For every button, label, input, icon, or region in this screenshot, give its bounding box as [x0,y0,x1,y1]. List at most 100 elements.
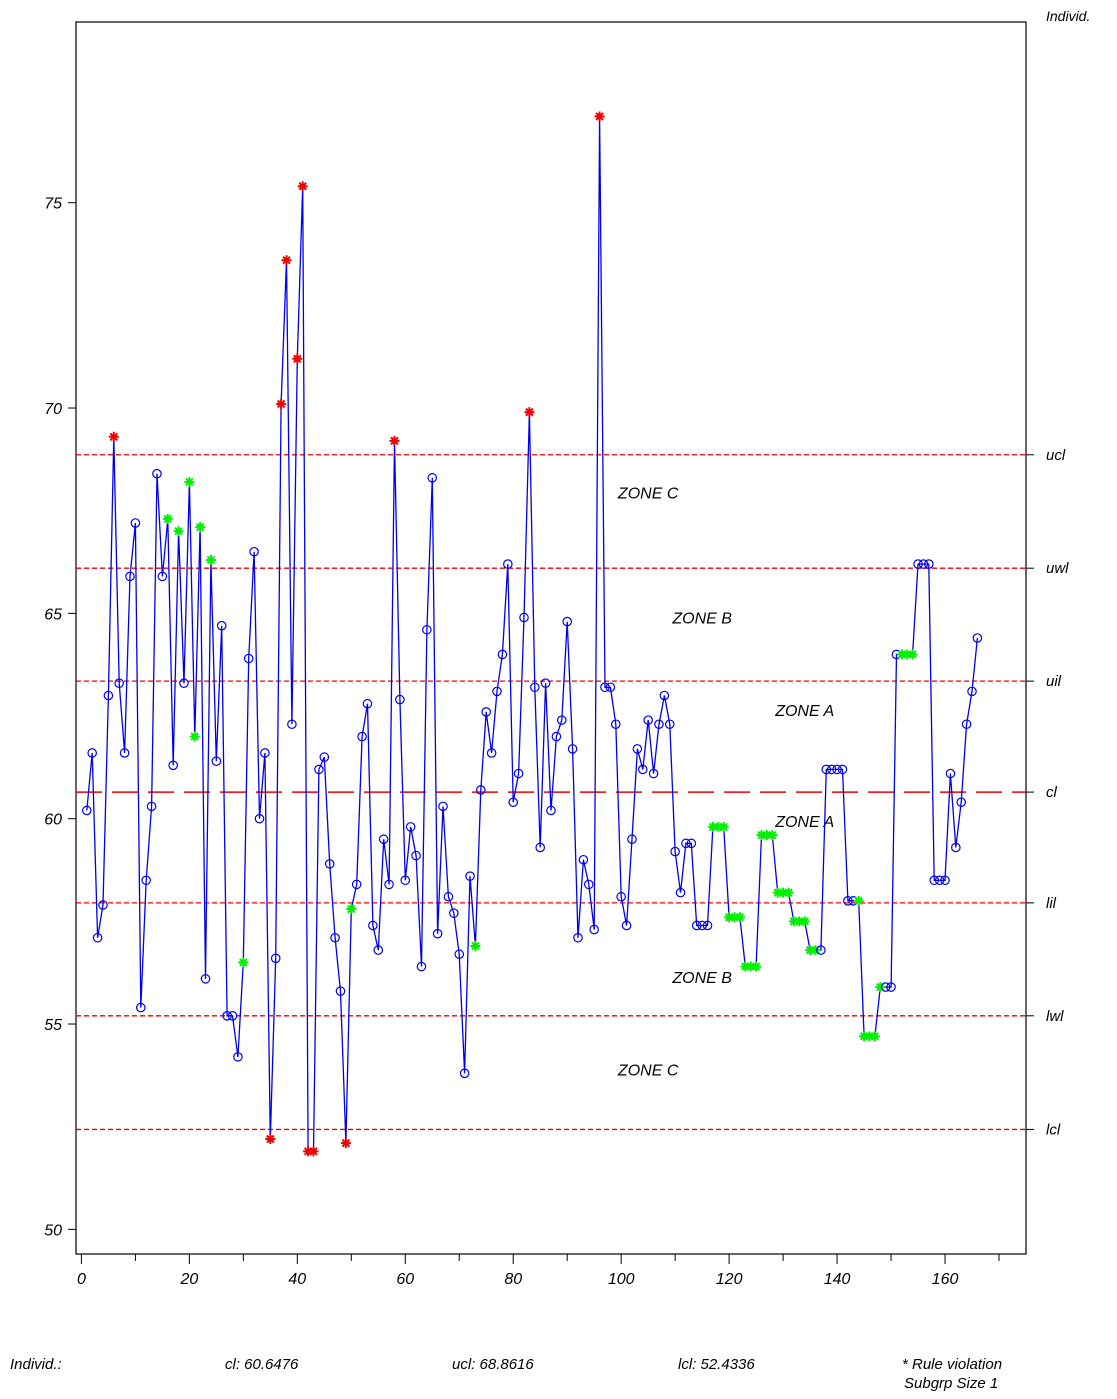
data-point [432,928,443,939]
data-point [368,920,378,931]
data-point [119,748,130,758]
y-tick-label: 55 [44,1017,62,1034]
x-tick-label: 160 [932,1271,959,1288]
y-tick-label: 60 [44,812,62,829]
data-point [141,875,151,886]
data-point [92,932,103,943]
limit-label-uil: uil [1046,673,1062,690]
y-tick-label: 65 [44,606,62,623]
data-point [449,908,459,918]
data-point [664,719,675,730]
data-point [335,986,346,996]
data-point [87,748,97,758]
data-point [486,748,497,758]
data-point [648,768,659,779]
data-point [551,731,562,742]
data-point [562,616,572,627]
data-point [254,813,265,824]
data-point [125,571,135,582]
x-tick-label: 100 [608,1271,635,1288]
data-point [459,1068,470,1079]
data-point [168,760,178,771]
data-point [373,945,384,955]
data-point [130,518,141,528]
data-point [632,744,643,754]
data-point [600,682,610,693]
footer-subgroup-size: Subgrp Size 1 [904,1375,999,1392]
data-point [530,682,540,693]
data-point [324,859,335,869]
x-tick-label: 20 [179,1271,198,1288]
footer-lcl: lcl: 52.4336 [678,1356,755,1373]
data-point [546,805,556,816]
data-point [400,875,411,886]
data-point [605,682,616,693]
data-points [81,111,983,1157]
data-point [243,653,254,664]
data-point-warning [470,941,481,951]
data-point [146,801,157,812]
data-point [961,719,972,730]
data-point [621,920,632,931]
data-point-warning [734,912,745,923]
data-point [967,686,977,697]
data-point-violation [340,1138,351,1149]
data-point-warning [783,887,794,898]
data-point [659,690,670,701]
data-point [481,707,492,717]
data-point-violation [594,111,605,122]
data-point [578,854,589,865]
data-point [843,896,853,906]
data-point-violation [389,435,400,446]
data-point-warning [718,821,729,832]
data-point [929,875,940,886]
data-point-warning [162,513,173,524]
data-point [233,1052,243,1062]
y-tick-label: 50 [44,1222,62,1239]
data-point [567,744,578,754]
data-point-warning [799,916,810,927]
data-point [314,764,324,775]
data-point-warning [205,554,216,565]
data-point [637,764,648,775]
data-point [816,945,826,955]
x-tick-label: 140 [824,1271,851,1288]
data-point [686,838,697,849]
data-point-violation [524,407,535,418]
footer-series-label: Individ.: [10,1356,62,1373]
data-point-warning [751,961,762,972]
data-point-violation [308,1146,319,1157]
data-point [98,900,108,910]
data-point [556,715,567,725]
data-point [951,842,961,853]
data-point [211,756,222,766]
data-point [616,891,626,902]
data-point [519,612,529,623]
data-point [319,752,330,762]
data-point [249,546,259,557]
data-point [826,764,837,775]
y-tick-label: 75 [44,196,62,213]
zone-label: ZONE B [671,611,732,628]
data-point-warning [869,1031,880,1042]
x-tick-label: 0 [77,1271,86,1288]
data-point [152,468,162,479]
footer-ucl: ucl: 68.8616 [452,1356,534,1373]
x-tick-label: 80 [504,1271,522,1288]
data-point [351,879,362,890]
data-point [384,879,394,890]
data-point [589,924,599,935]
data-point-warning [195,522,206,533]
data-point [913,559,923,569]
zone-label: ZONE B [671,970,732,987]
data-point [702,920,713,931]
data-point [427,473,438,483]
data-point [503,559,513,569]
data-point [81,805,92,816]
limit-label-lwl: lwl [1046,1008,1064,1025]
data-point [476,785,486,795]
data-point [438,801,448,812]
data-point [200,974,211,984]
axes: 50 55 60 65 70 75 0 20 40 60 80 100 120 140 160 [44,196,1000,1288]
zone-label: ZONE A [774,703,834,720]
